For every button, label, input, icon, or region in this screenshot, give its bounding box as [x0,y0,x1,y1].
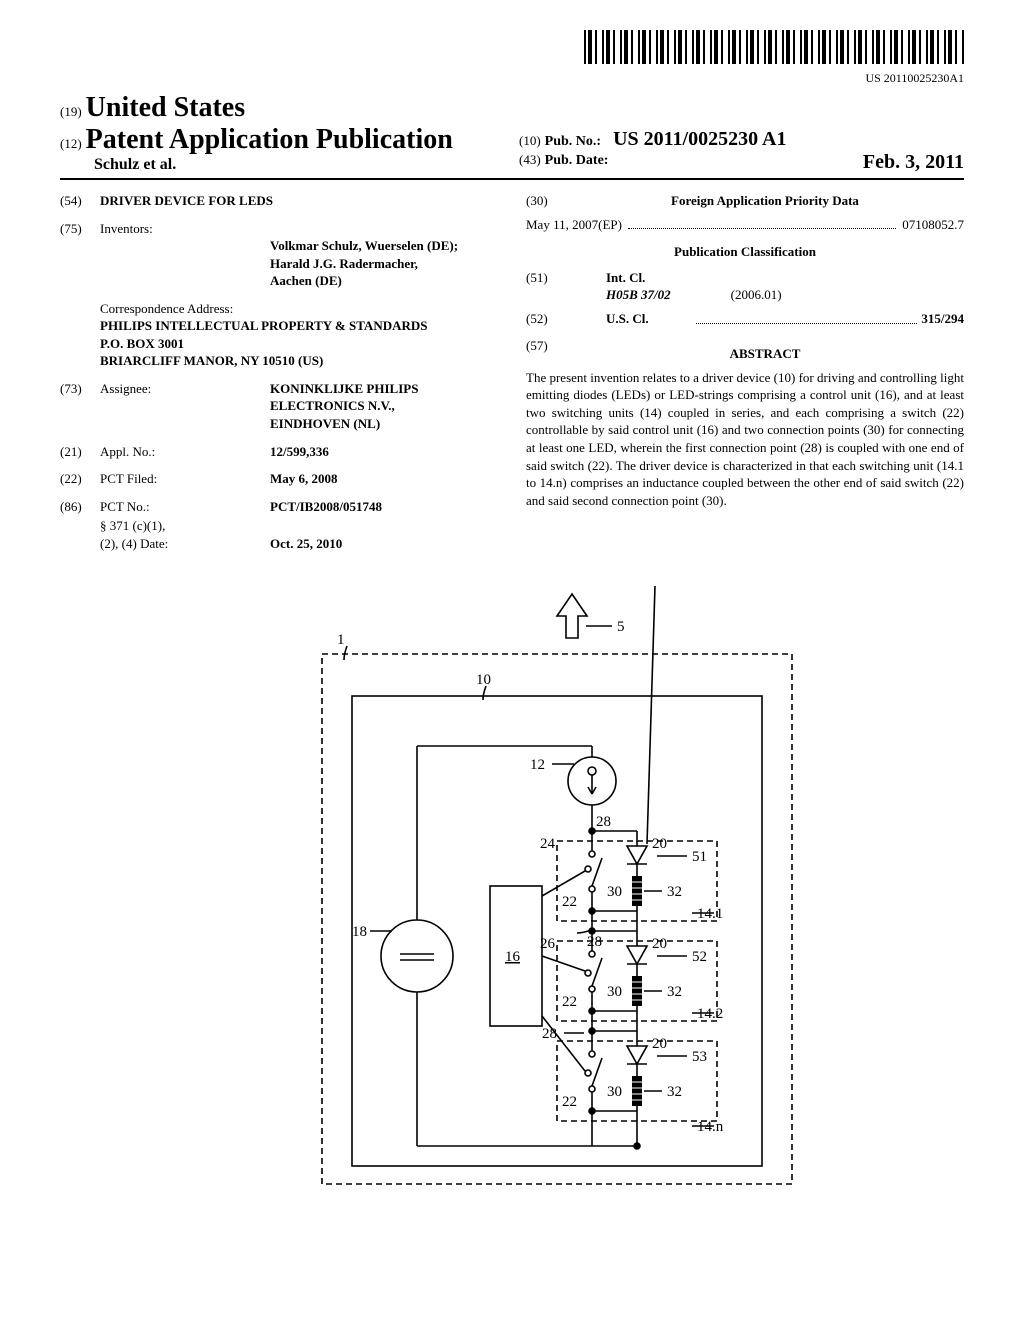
correspondence-l1: PHILIPS INTELLECTUAL PROPERTY & STANDARD… [100,317,498,335]
fig-label-1: 1 [337,632,345,648]
code-57: (57) [526,337,566,369]
classification-title: Publication Classification [526,243,964,261]
fig-label-28a: 28 [596,814,611,830]
code-21: (21) [60,443,100,461]
fig-label-28c: 28 [542,1026,557,1042]
fig-label-20c: 20 [652,1036,667,1052]
figure-svg: 5 1 10 18 1 [192,586,832,1196]
pctfiled-value: May 6, 2008 [270,470,498,488]
fig-label-28b: 28 [587,934,602,950]
fig-label-14n: 14.n [697,1119,724,1135]
code-75: (75) [60,220,100,290]
barcode-graphic [584,30,964,64]
code-51: (51) [526,269,606,304]
barcode-region: US 20110025230A1 [60,30,964,86]
priority-cc: (EP) [598,216,622,234]
fig-label-30b: 30 [607,984,622,1000]
code-19: (19) [60,104,82,119]
header-rule [60,178,964,180]
pctfiled-label: PCT Filed: [100,470,270,488]
fig-label-12: 12 [530,757,545,773]
assignee-label: Assignee: [100,380,270,433]
pctno-value: PCT/IB2008/051748 [270,498,498,516]
country: United States [86,92,245,123]
invention-title: DRIVER DEVICE FOR LEDS [100,192,273,210]
fig-label-20b: 20 [652,936,667,952]
uscl-value: 315/294 [921,310,964,328]
fig-label-32a: 32 [667,884,682,900]
s371-date: Oct. 25, 2010 [270,535,498,553]
code-12: (12) [60,136,82,151]
fig-label-30a: 30 [607,884,622,900]
applno-label: Appl. No.: [100,443,270,461]
correspondence-label: Correspondence Address: [100,300,498,318]
intcl-version: (2006.01) [731,286,782,304]
fig-label-142: 14.2 [697,1006,723,1022]
code-43: (43) [519,152,541,167]
inventors-label: Inventors: [100,220,270,290]
correspondence-l3: BRIARCLIFF MANOR, NY 10510 (US) [100,352,498,370]
intcl-label: Int. Cl. [606,269,964,287]
code-30: (30) [526,192,566,210]
abstract-text: The present invention relates to a drive… [526,369,964,509]
pubno-label: Pub. No.: [545,134,601,149]
fig-label-5: 5 [617,619,625,635]
code-22: (22) [60,470,100,488]
fig-label-16: 16 [505,949,521,965]
priority-leader [628,212,896,230]
fig-label-53: 53 [692,1049,707,1065]
fig-label-32b: 32 [667,984,682,1000]
uscl-label: U.S. Cl. [606,310,686,328]
inventors-names: Volkmar Schulz, Wuerselen (DE); Harald J… [270,238,458,288]
header: (19) United States (12) Patent Applicati… [60,92,964,174]
pubdate-label: Pub. Date: [545,153,609,168]
pctno-label: PCT No.: [100,498,270,516]
inventors-body: Volkmar Schulz, Wuerselen (DE); Harald J… [270,220,498,290]
fig-label-18: 18 [352,924,367,940]
priority-date: May 11, 2007 [526,216,598,234]
fig-label-26: 26 [540,936,556,952]
fig-label-30c: 30 [607,1084,622,1100]
code-54: (54) [60,192,100,210]
intcl-value: H05B 37/02 [606,286,671,304]
fig-label-10: 10 [476,672,491,688]
left-column: (54) DRIVER DEVICE FOR LEDS (75) Invento… [60,192,498,562]
code-52: (52) [526,310,606,328]
author-line: Schulz et al. [94,156,505,174]
publication-date: Feb. 3, 2011 [863,151,964,174]
foreign-priority-title: Foreign Application Priority Data [566,192,964,210]
applno-value: 12/599,336 [270,443,498,461]
fig-label-51: 51 [692,849,707,865]
s371-l2: (2), (4) Date: [100,535,270,553]
uscl-leader [696,307,917,325]
fig-label-22c: 22 [562,1094,577,1110]
assignee-body: KONINKLIJKE PHILIPS ELECTRONICS N.V., EI… [270,380,498,433]
fig-label-52: 52 [692,949,707,965]
fig-label-141: 14.1 [697,906,723,922]
fig-label-22a: 22 [562,894,577,910]
code-86: (86) [60,498,100,516]
fig-label-32c: 32 [667,1084,682,1100]
fig-label-20a: 20 [652,836,667,852]
figure-1: 5 1 10 18 1 [60,586,964,1196]
fig-label-22b: 22 [562,994,577,1010]
publication-number: US 2011/0025230 A1 [613,128,786,150]
biblio-columns: (54) DRIVER DEVICE FOR LEDS (75) Invento… [60,192,964,562]
right-column: (30) Foreign Application Priority Data M… [526,192,964,562]
s371-l1: § 371 (c)(1), [100,517,270,535]
code-10: (10) [519,133,541,148]
code-73: (73) [60,380,100,433]
publication-type: Patent Application Publication [86,124,453,155]
abstract-title: ABSTRACT [566,345,964,363]
correspondence-l2: P.O. BOX 3001 [100,335,498,353]
barcode-number: US 20110025230A1 [60,71,964,86]
priority-number: 07108052.7 [902,216,964,234]
fig-label-24: 24 [540,836,556,852]
